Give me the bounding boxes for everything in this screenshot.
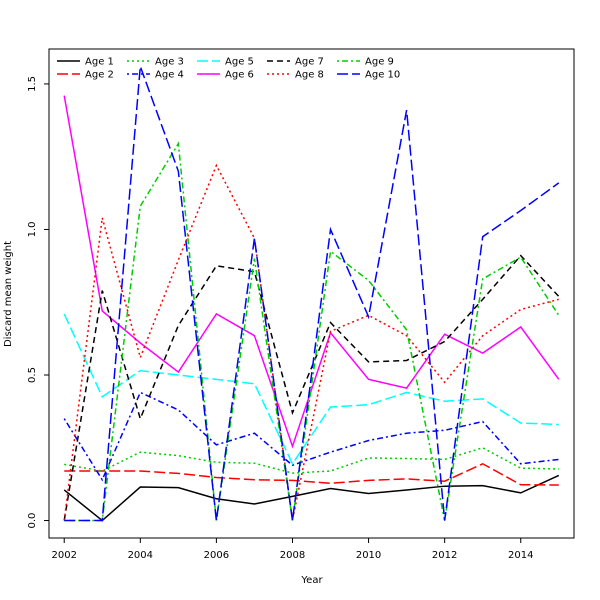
series-line-6 xyxy=(63,95,560,449)
x-tick-label: 2010 xyxy=(356,550,381,561)
x-tick-label: 2014 xyxy=(508,550,533,561)
x-tick-label: 2008 xyxy=(280,550,305,561)
x-axis: 2002 2004 2006 2008 2010 2012 2014 xyxy=(51,538,533,561)
series-line-3 xyxy=(64,446,559,474)
y-tick-label: 0.5 xyxy=(27,367,38,383)
y-axis: 0.0 0.5 1.0 1.5 xyxy=(27,76,49,529)
legend-label: Age 1 xyxy=(85,57,114,68)
series-line-8 xyxy=(63,163,559,521)
series-line-2 xyxy=(64,462,559,486)
series-line-5 xyxy=(63,313,559,466)
series-lines xyxy=(63,66,560,522)
y-tick-label: 1.0 xyxy=(27,222,38,238)
x-tick-label: 2002 xyxy=(51,550,76,561)
x-axis-label: Year xyxy=(300,575,323,586)
legend: Age 1 Age 2 Age 3 Age 4 Age 5 Age 6 Age 7 Age 8… xyxy=(57,57,400,81)
x-tick-label: 2004 xyxy=(128,550,153,561)
legend-label: Age 3 xyxy=(155,57,184,68)
legend-label: Age 4 xyxy=(155,70,184,81)
y-axis-label: Discard mean weight xyxy=(3,241,14,347)
legend-label: Age 9 xyxy=(365,57,394,68)
y-tick-label: 0.0 xyxy=(27,513,38,529)
legend-label: Age 5 xyxy=(225,57,254,68)
legend-label: Age 7 xyxy=(295,57,324,68)
series-line-10 xyxy=(64,66,560,522)
series-line-1 xyxy=(63,474,560,522)
x-tick-label: 2012 xyxy=(432,550,457,561)
series-line-7 xyxy=(63,254,560,521)
y-tick-label: 1.5 xyxy=(27,76,38,92)
legend-label: Age 2 xyxy=(85,70,114,81)
legend-label: Age 8 xyxy=(295,70,324,81)
series-line-4 xyxy=(63,391,559,482)
plot-frame xyxy=(48,48,575,539)
legend-label: Age 10 xyxy=(365,70,400,81)
legend-label: Age 6 xyxy=(225,70,254,81)
x-tick-label: 2006 xyxy=(204,550,229,561)
